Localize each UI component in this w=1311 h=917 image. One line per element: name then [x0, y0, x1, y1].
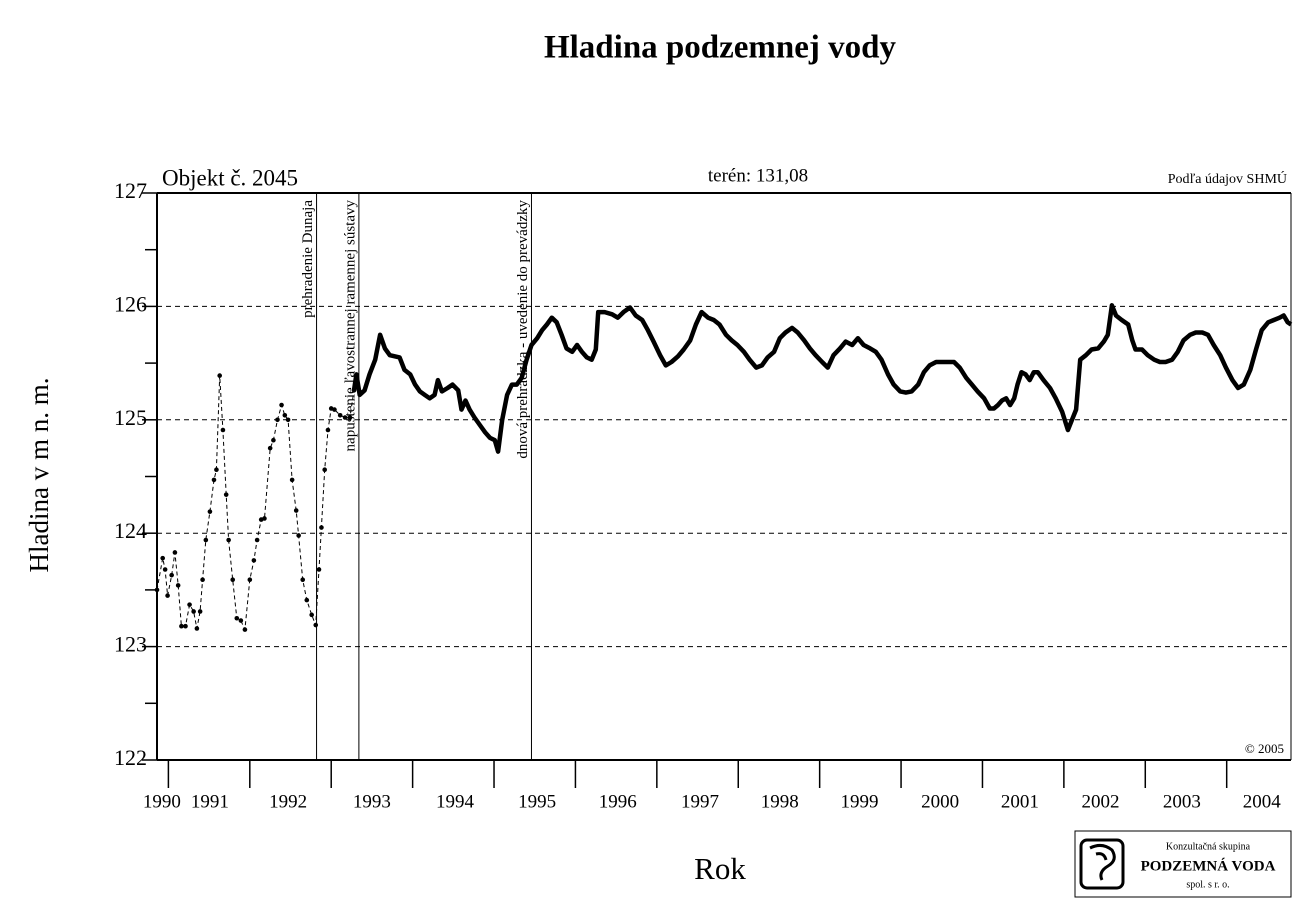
data-point — [309, 612, 314, 618]
logo: Konzultačná skupina PODZEMNÁ VODA spol. … — [1074, 830, 1292, 898]
logo-name: PODZEMNÁ VODA — [1141, 857, 1276, 874]
copyright: © 2005 — [1245, 741, 1284, 756]
event-label: prehradenie Dunaja — [300, 200, 316, 318]
data-point — [191, 609, 196, 614]
y-axis-label: Hladina v m n. m. — [24, 378, 54, 573]
x-tick-label: 1999 — [841, 791, 879, 812]
data-point — [238, 618, 244, 623]
data-point — [300, 577, 306, 582]
series-line — [351, 303, 1293, 454]
data-point — [217, 373, 222, 378]
data-point — [254, 537, 260, 543]
data-point — [347, 415, 353, 420]
data-point — [322, 467, 327, 472]
data-point — [187, 602, 192, 607]
x-tick-label: 2000 — [921, 791, 959, 812]
data-point — [203, 537, 209, 543]
x-tick-label: 2003 — [1163, 791, 1201, 812]
data-point — [313, 622, 319, 628]
data-point — [293, 508, 299, 513]
data-point — [251, 558, 257, 563]
data-point — [325, 427, 331, 433]
y-tick-label: 126 — [114, 291, 147, 316]
logo-top: Konzultačná skupina — [1166, 841, 1251, 852]
data-point — [169, 572, 174, 578]
x-tick-label: 2004 — [1243, 791, 1282, 812]
data-point — [194, 626, 200, 631]
data-point — [154, 587, 160, 593]
event-label: napustenie ľavostrannej ramennej sústavy — [342, 200, 358, 452]
source-label: Podľa údajov SHMÚ — [1168, 170, 1287, 187]
data-point — [337, 412, 343, 418]
event-label: dnová prehrádzka - uvedenie do prevádzky — [515, 200, 531, 459]
y-tick-label: 123 — [114, 632, 147, 657]
logo-icon — [1079, 838, 1125, 890]
data-point — [279, 402, 284, 408]
terrain-label: terén: 131,08 — [708, 165, 808, 186]
series-line — [156, 375, 355, 631]
x-tick-label: 1998 — [761, 791, 799, 812]
x-tick-label: 1993 — [353, 791, 391, 812]
x-tick-label: 1991 — [191, 791, 229, 812]
x-tick-label: 1990 — [143, 791, 181, 812]
data-point — [267, 445, 273, 451]
x-tick-label: 2001 — [1001, 791, 1039, 812]
x-tick-label: 1997 — [681, 791, 719, 812]
data-point — [271, 437, 276, 443]
data-point — [332, 407, 337, 412]
data-point — [304, 597, 310, 603]
y-tick-label: 127 — [114, 178, 147, 203]
data-point — [234, 615, 240, 621]
data-point — [207, 509, 213, 514]
data-point — [296, 533, 301, 538]
data-point — [175, 583, 181, 588]
data-point — [230, 577, 236, 582]
logo-spiral — [1089, 843, 1116, 881]
data-point — [179, 623, 184, 629]
y-tick-label: 124 — [114, 518, 147, 543]
data-point — [262, 516, 267, 521]
data-point — [319, 525, 324, 530]
x-tick-label: 1996 — [599, 791, 637, 812]
y-tick-label: 122 — [114, 745, 147, 770]
data-point — [162, 567, 168, 572]
data-point — [342, 415, 348, 420]
data-point — [165, 593, 170, 598]
data-point — [285, 417, 291, 423]
data-point — [214, 467, 219, 472]
data-point — [200, 577, 205, 582]
data-point — [160, 555, 165, 561]
logo-spiral — [1095, 852, 1108, 861]
logo-bottom: spol. s r. o. — [1186, 879, 1229, 890]
data-point — [211, 477, 217, 483]
data-point — [220, 427, 226, 433]
data-point — [247, 577, 253, 582]
x-tick-label: 1992 — [269, 791, 307, 812]
x-tick-label: 2002 — [1082, 791, 1120, 812]
chart-title: Hladina podzemnej vody — [544, 30, 897, 66]
data-point — [275, 417, 280, 423]
data-point — [172, 550, 178, 555]
x-axis-label: Rok — [694, 851, 746, 886]
data-point — [197, 609, 203, 614]
y-tick-label: 125 — [114, 405, 147, 430]
data-point — [316, 567, 322, 572]
data-point — [242, 627, 248, 632]
x-tick-label: 1995 — [518, 791, 556, 812]
data-point — [226, 537, 231, 543]
object-label: Objekt č. 2045 — [162, 165, 298, 190]
data-point — [183, 623, 188, 629]
logo-frame — [1079, 838, 1125, 890]
data-point — [282, 412, 288, 418]
data-point — [289, 477, 295, 483]
x-tick-label: 1994 — [436, 791, 475, 812]
data-point — [223, 492, 229, 497]
